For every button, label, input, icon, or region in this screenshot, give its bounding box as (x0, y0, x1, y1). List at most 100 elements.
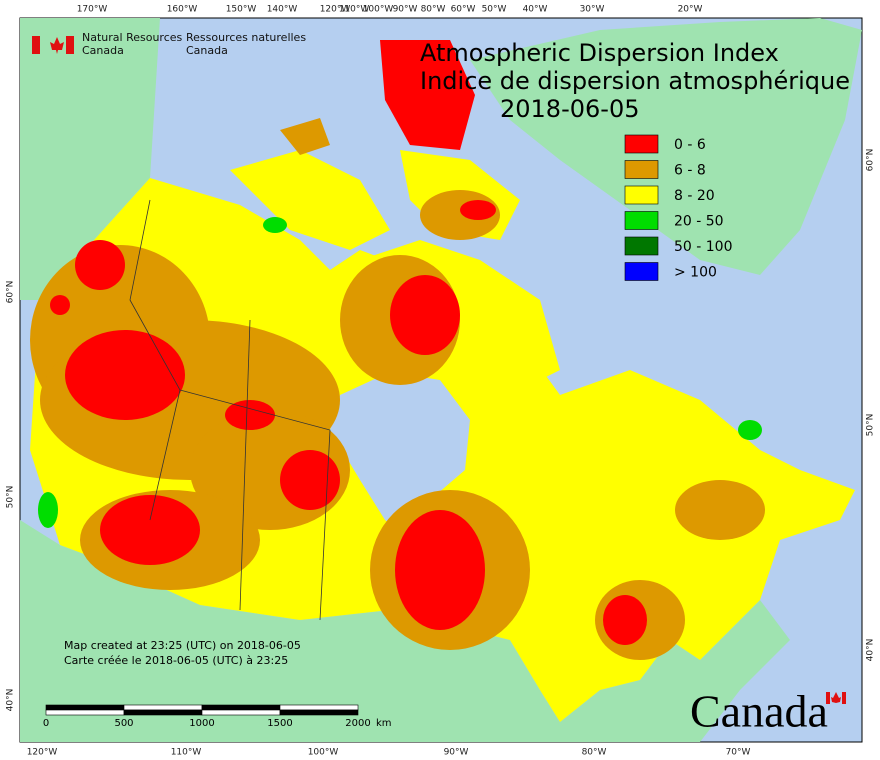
scale-segment (279, 709, 359, 716)
legend-label: 6 - 8 (674, 163, 706, 179)
index-area (738, 420, 762, 440)
footer-text: Carte créée le 2018-06-05 (UTC) à 23:25 (64, 654, 288, 667)
longitude-label: 120°W (320, 5, 351, 15)
legend-swatch (624, 160, 659, 179)
index-area (390, 275, 460, 355)
greenland (470, 18, 862, 275)
longitude-label: 50°W (482, 5, 507, 15)
border (129, 199, 181, 521)
arctic-island (230, 150, 390, 250)
index-areas (30, 190, 765, 660)
scale-label: 1000 (189, 718, 214, 729)
scale-segment (201, 704, 281, 711)
longitude-label: 90°W (444, 748, 469, 758)
legend-label: 20 - 50 (674, 214, 724, 230)
index-area (460, 200, 496, 220)
scale-label: 2000 (345, 718, 370, 729)
longitude-label: 100°W (363, 5, 394, 15)
scale-label: 0 (43, 718, 49, 729)
index-area (280, 450, 340, 510)
map-frame (19, 17, 863, 743)
longitude-label: 120°W (27, 748, 58, 758)
longitude-label: 80°W (421, 5, 446, 15)
index-area (50, 295, 70, 315)
date: 2018-06-05 (500, 95, 639, 123)
maple-leaf (50, 37, 64, 54)
index-area (395, 510, 485, 630)
longitude-label: 150°W (226, 5, 257, 15)
longitude-label: 40°W (523, 5, 548, 15)
maple-leaf (831, 692, 841, 703)
flag-bar (842, 692, 846, 704)
scale-bar: 0 500 1000 1500 2000 km (43, 704, 392, 729)
longitude-label: 100°W (308, 748, 339, 758)
border (179, 389, 331, 621)
latitude-label: 40°N (866, 639, 876, 662)
wordmark: Canada (690, 686, 846, 737)
logo: Natural Resources Canada Ressources natu… (32, 31, 306, 57)
title: Indice de dispersion atmosphérique (420, 67, 850, 95)
latitude-label: 60°N (866, 149, 876, 172)
title: Atmospheric Dispersion Index (420, 39, 779, 67)
scale-segment (123, 704, 203, 711)
index-area (603, 595, 647, 645)
latitude-label: 60°N (6, 281, 16, 304)
flag-bar (826, 692, 830, 704)
index-area (100, 495, 200, 565)
longitude-label: 110°W (339, 5, 370, 15)
legend-label: 0 - 6 (674, 137, 706, 153)
legend-label: > 100 (674, 265, 717, 281)
scale-unit: km (376, 718, 392, 729)
ellesmere-island (380, 40, 475, 150)
longitude-label: 140°W (267, 5, 298, 15)
flag-bar (32, 36, 40, 54)
legend-swatch (624, 236, 659, 256)
scale-segment (45, 709, 125, 716)
longitude-label: 30°W (580, 5, 605, 15)
longitude-label: 110°W (171, 748, 202, 758)
latitude-label: 40°N (6, 689, 16, 712)
legend-swatch (624, 185, 659, 205)
longitude-label: 170°W (77, 5, 108, 15)
index-area (38, 492, 58, 528)
footer-text: Map created at 23:25 (UTC) on 2018-06-05 (64, 639, 301, 652)
latitude-label: 50°N (6, 486, 16, 509)
hudson-bay (330, 372, 470, 540)
borders (129, 199, 331, 621)
index-area (225, 400, 275, 430)
flag-bar (66, 36, 74, 54)
longitude-label: 160°W (167, 5, 198, 15)
legend-swatch (624, 211, 659, 230)
logo-text: Natural Resources (82, 31, 183, 44)
logo-text: Canada (186, 44, 228, 57)
longitude-label: 80°W (582, 748, 607, 758)
index-area (65, 330, 185, 420)
border (239, 319, 251, 611)
scale-label: 1500 (267, 718, 292, 729)
arctic-island (280, 118, 330, 155)
latitude-label: 50°N (866, 414, 876, 437)
scale-segment (123, 709, 203, 716)
legend-swatch (624, 134, 659, 154)
scale-segment (279, 704, 359, 711)
logo-text: Ressources naturelles (186, 31, 306, 44)
longitude-label: 90°W (393, 5, 418, 15)
index-area (75, 240, 125, 290)
longitude-label: 60°W (451, 5, 476, 15)
wordmark-text: Canada (690, 686, 828, 737)
index-area (675, 480, 765, 540)
legend-label: 50 - 100 (674, 239, 733, 255)
legend: 0 - 6 6 - 8 8 - 20 20 - 50 50 - 100 > 100 (624, 134, 733, 281)
alaska (20, 18, 160, 300)
scale-label: 500 (114, 718, 133, 729)
scale-segment (45, 704, 125, 711)
index-area (263, 217, 287, 233)
logo-text: Canada (82, 44, 124, 57)
legend-label: 8 - 20 (674, 188, 715, 204)
longitude-label: 70°W (726, 748, 751, 758)
scale-segment (201, 709, 281, 716)
longitude-label: 20°W (678, 5, 703, 15)
legend-swatch (624, 262, 659, 281)
